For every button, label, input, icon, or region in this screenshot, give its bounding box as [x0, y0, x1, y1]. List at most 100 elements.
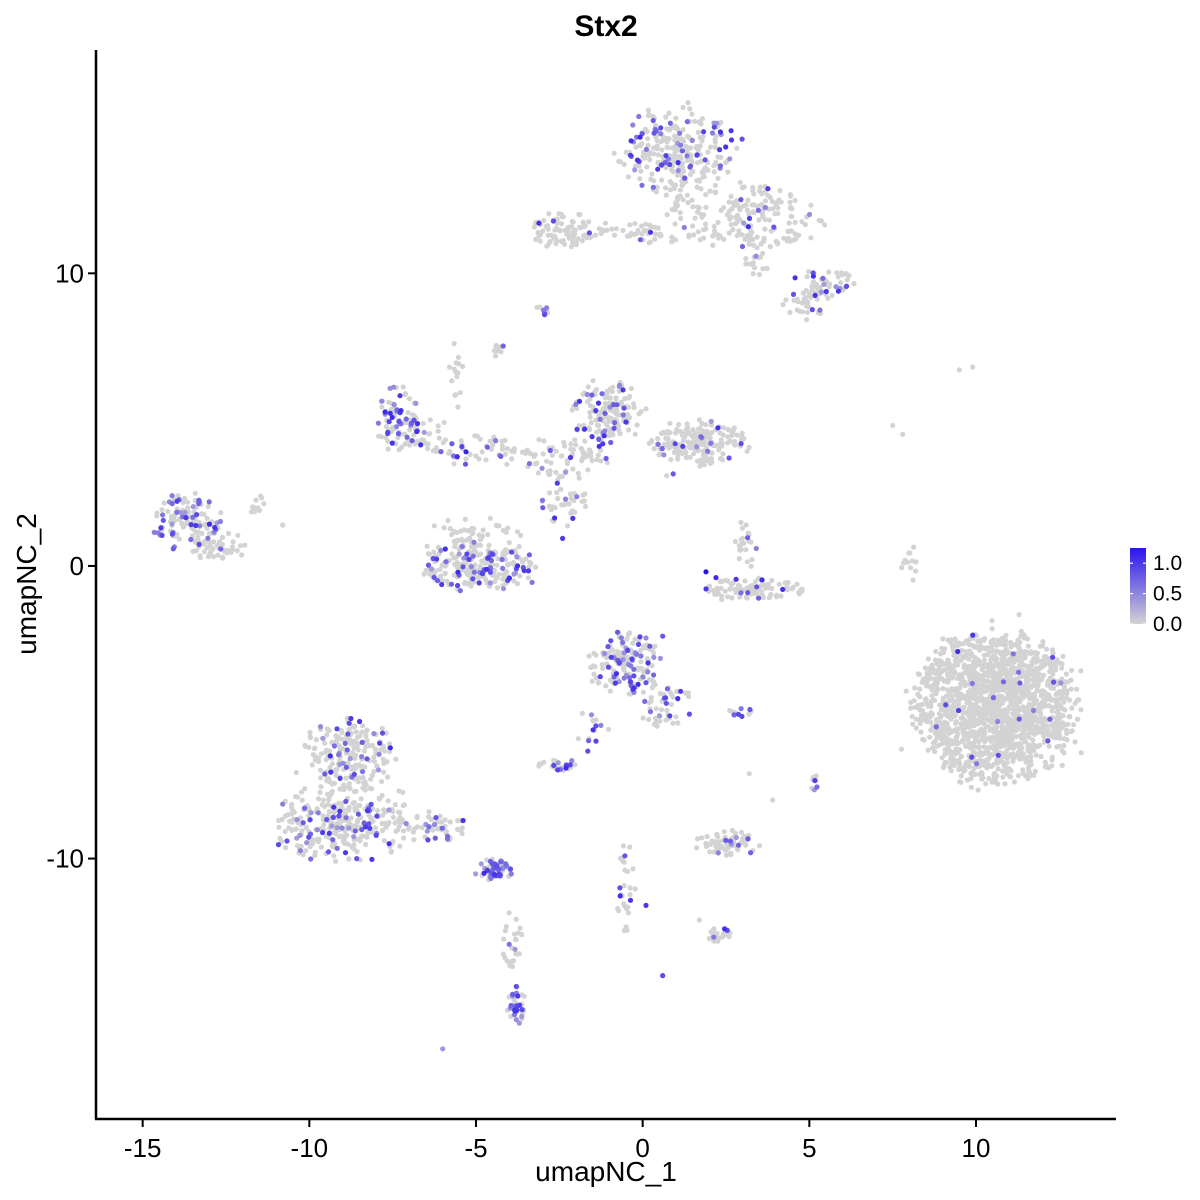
cell-point [276, 817, 282, 824]
cell-point [361, 748, 367, 754]
cell-point [731, 712, 737, 718]
cell-point [587, 414, 593, 420]
cell-point [612, 680, 619, 686]
cell-point [735, 214, 741, 220]
cell-point [829, 292, 835, 298]
cell-point [443, 828, 449, 834]
cell-point [823, 288, 829, 295]
cell-point [1023, 759, 1029, 765]
cell-point [759, 577, 765, 583]
cell-point [617, 893, 623, 899]
cell-point [491, 871, 497, 878]
cell-point [933, 686, 939, 693]
cell-point [382, 409, 388, 415]
cell-point [653, 706, 659, 712]
cell-point [357, 802, 363, 809]
cell-point [671, 158, 677, 164]
cell-point [670, 145, 676, 151]
cell-point [625, 654, 631, 661]
cell-point [656, 452, 662, 458]
cell-point [487, 515, 493, 521]
cell-point [462, 461, 469, 467]
cell-point [647, 643, 653, 649]
cell-point [388, 848, 395, 855]
cell-point [440, 1046, 446, 1052]
cell-point [1020, 706, 1026, 712]
cell-point [339, 730, 345, 736]
cell-point [1020, 732, 1026, 738]
cell-point [1047, 658, 1053, 665]
cell-point [792, 275, 798, 281]
cell-point [519, 932, 525, 938]
cell-point [325, 791, 331, 797]
cell-point [608, 431, 614, 437]
cell-point [467, 535, 473, 541]
cell-point [228, 549, 234, 555]
cell-point [406, 396, 412, 402]
cell-point [749, 557, 755, 563]
cell-point [169, 513, 175, 519]
cell-point [1049, 763, 1055, 769]
cell-point [678, 215, 684, 221]
cell-point [1063, 727, 1070, 733]
cell-point [441, 419, 447, 425]
cell-point [905, 559, 911, 565]
cell-point [196, 541, 202, 548]
cell-point [932, 697, 938, 703]
cell-point [1058, 680, 1064, 686]
cell-point [728, 137, 735, 143]
cell-point [1051, 727, 1057, 733]
cell-point [159, 507, 165, 513]
cell-point [340, 760, 346, 766]
cell-point [649, 171, 655, 177]
cell-point [997, 711, 1004, 717]
cell-point [737, 594, 743, 600]
cell-point [808, 235, 814, 241]
cell-point [782, 580, 788, 586]
cell-point [570, 466, 576, 472]
cell-point [687, 454, 693, 460]
cell-point [743, 522, 749, 528]
cell-point [970, 663, 977, 669]
cell-point [331, 810, 337, 816]
cell-point [379, 730, 386, 736]
cell-point [1037, 643, 1043, 649]
cell-point [451, 461, 457, 467]
cell-point [275, 842, 282, 848]
cell-point [690, 427, 696, 433]
cell-point [1031, 731, 1038, 738]
cell-point [218, 510, 224, 516]
cell-point [925, 747, 931, 753]
cell-point [1006, 682, 1013, 688]
cell-point [640, 689, 647, 695]
cell-point [322, 771, 328, 777]
cell-point [343, 815, 349, 821]
cell-point [343, 764, 349, 771]
cell-point [958, 658, 964, 664]
cell-point [322, 740, 328, 746]
cell-point [683, 143, 689, 149]
cell-point [815, 285, 821, 291]
cell-point [314, 806, 320, 812]
cell-point [1044, 692, 1050, 698]
cell-point [958, 721, 964, 727]
cell-point [360, 769, 366, 775]
cell-point [917, 686, 923, 692]
cell-point [1000, 768, 1006, 774]
cell-point [413, 400, 419, 406]
cell-point [568, 244, 575, 250]
cell-point [915, 671, 921, 677]
cell-point [627, 679, 634, 685]
cell-point [1055, 697, 1061, 703]
cell-point [728, 128, 734, 134]
x-tick-label: -5 [464, 1133, 487, 1163]
cell-point [929, 669, 935, 675]
cell-point [946, 730, 952, 737]
cell-point [757, 184, 763, 190]
cell-point [574, 494, 580, 500]
cell-point [713, 575, 719, 581]
cell-point [460, 363, 466, 370]
cell-point [597, 416, 603, 422]
cell-point [509, 964, 516, 970]
cell-point [806, 269, 812, 275]
